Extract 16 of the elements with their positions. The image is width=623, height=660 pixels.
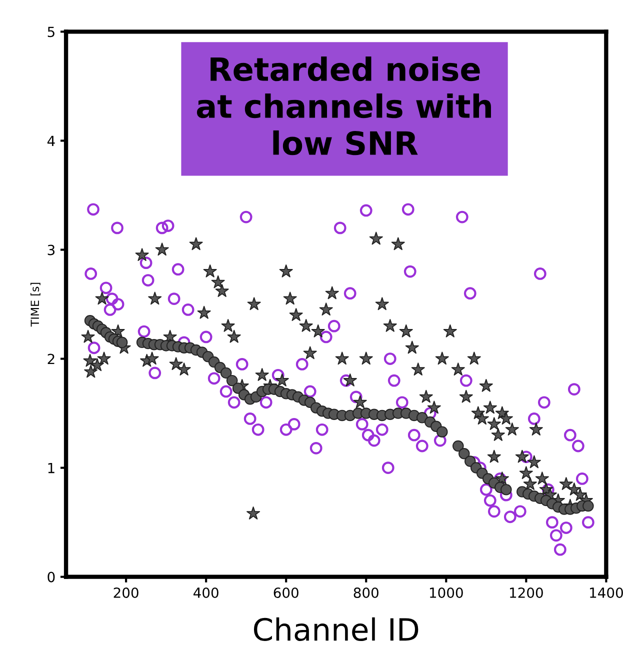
x-tick-label: 200 <box>114 588 138 598</box>
y-axis-title: TIME [s] <box>30 282 40 327</box>
y-tick-label: 3 <box>48 244 55 256</box>
annotation: Retarded noise at channels with low SNR <box>196 56 491 156</box>
y-tick-label: 0 <box>48 572 55 582</box>
x-tick-label: 400 <box>194 588 218 598</box>
x-tick-label: 1400 <box>590 588 623 598</box>
y-tick-label: 5 <box>48 26 54 38</box>
x-tick-label: 600 <box>274 588 298 598</box>
x-tick-label: 800 <box>354 588 378 598</box>
x-tick-label: 1200 <box>510 588 543 598</box>
y-tick-label: 2 <box>48 354 54 364</box>
x-tick-label: 1000 <box>430 588 463 598</box>
y-tick-label: 1 <box>48 462 54 474</box>
y-tick-label: 4 <box>47 136 55 146</box>
x-axis-title: Channel ID <box>254 617 418 642</box>
